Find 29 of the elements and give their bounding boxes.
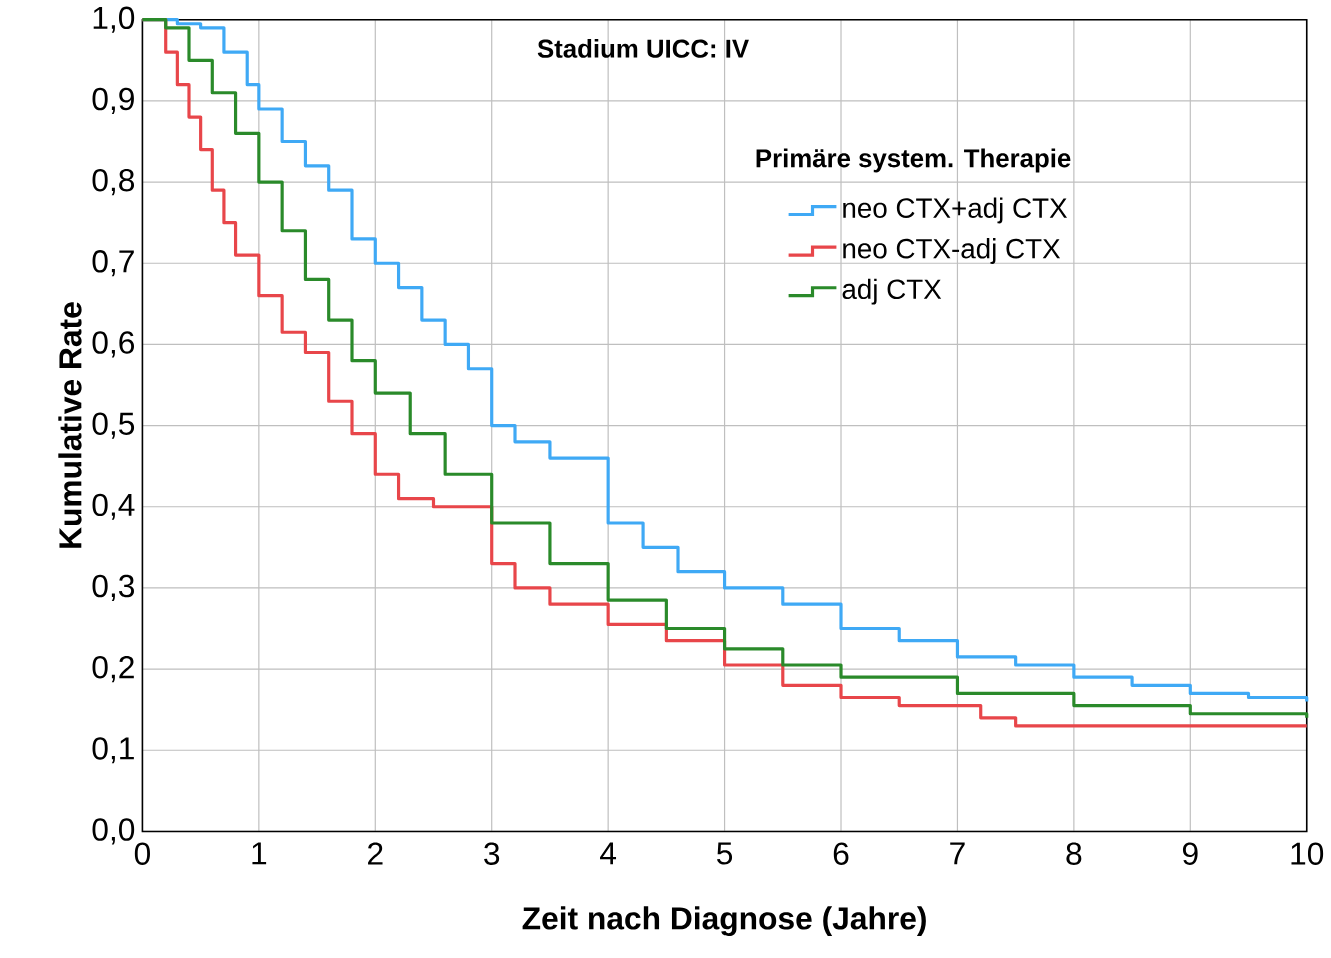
- y-tick-label: 0,6: [92, 331, 134, 358]
- x-tick-label: 8: [1066, 842, 1082, 865]
- legend-label: neo CTX+adj CTX: [843, 197, 1068, 224]
- y-tick-label: 0,3: [92, 574, 134, 602]
- y-tick-label: 0,5: [92, 412, 135, 439]
- y-tick-label: 0,4: [92, 493, 135, 520]
- y-tick-label: 0,8: [92, 168, 135, 196]
- x-tick-label: 5: [717, 842, 733, 865]
- x-axis-title: Zeit nach Diagnose (Jahre): [522, 906, 926, 937]
- x-tick-label: 7: [950, 842, 965, 865]
- y-axis-title: Kumulative Rate: [58, 302, 82, 548]
- y-tick-label: 0,2: [92, 656, 134, 683]
- x-tick-label: 6: [833, 842, 849, 865]
- y-tick-label: 1,0: [93, 6, 135, 33]
- x-tick-label: 1: [252, 842, 267, 865]
- text: Stadium UICC: IV: [537, 38, 749, 58]
- y-tick-label: 0,7: [92, 250, 134, 277]
- x-tick-label: 3: [484, 842, 500, 865]
- x-tick-label: 2: [368, 842, 383, 865]
- x-tick-label: 9: [1182, 842, 1198, 865]
- y-tick-label: 0,0: [92, 818, 135, 845]
- x-tick-label: 10: [1291, 842, 1324, 865]
- x-tick-label: 0: [134, 842, 150, 865]
- y-tick-label: 0,9: [92, 87, 134, 115]
- legend-title: Primäre system. Therapie: [756, 148, 1071, 173]
- y-tick-label: 0,1: [92, 737, 134, 764]
- legend-label: neo CTX-adj CTX: [843, 238, 1061, 265]
- x-tick-label: 4: [600, 842, 617, 865]
- legend-label: adj CTX: [842, 278, 942, 305]
